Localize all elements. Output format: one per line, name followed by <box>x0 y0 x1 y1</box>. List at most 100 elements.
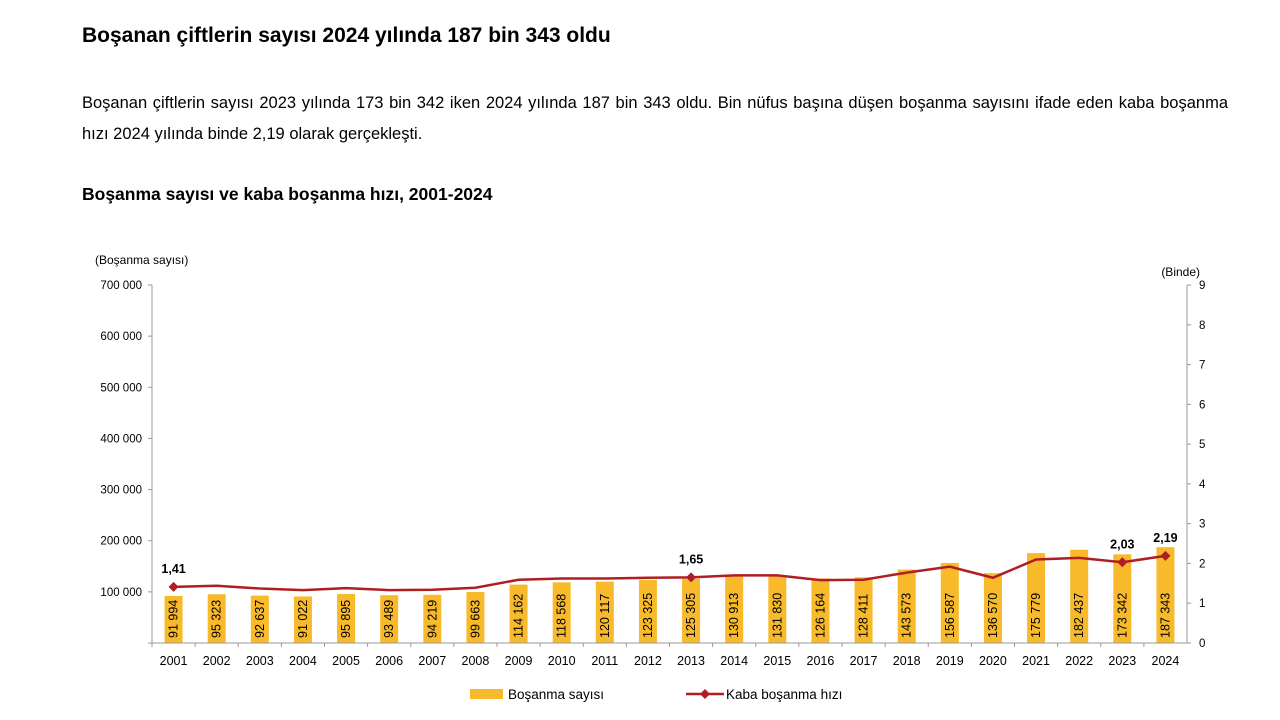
rate-marker <box>1117 557 1128 568</box>
right-tick-label: 9 <box>1199 280 1205 292</box>
bar <box>854 577 873 643</box>
left-tick-label: 200 000 <box>100 536 142 548</box>
bar-series <box>164 547 1175 643</box>
rate-annotation: 1,41 <box>161 562 185 576</box>
bar <box>1070 549 1089 643</box>
x-tick-label: 2007 <box>418 654 446 668</box>
bar-value-label: 114 162 <box>512 594 526 638</box>
x-axis: 2001 2002 2003 2004 2005 2006 2007 2008 2009 2010… <box>151 642 1187 668</box>
bar-value-label: 91 022 <box>296 600 310 638</box>
bar <box>638 579 657 643</box>
bar <box>811 578 830 643</box>
legend-line-label: Kaba boşanma hızı <box>726 687 842 702</box>
legend-bar-swatch <box>470 689 503 699</box>
legend-line-marker <box>700 689 710 699</box>
bar <box>466 592 485 643</box>
x-tick-label: 2013 <box>677 654 705 668</box>
bar-value-label: 123 325 <box>641 593 655 638</box>
headline: Boşanan çiftlerin sayısı 2024 yılında 18… <box>82 24 611 47</box>
bar-value-label: 131 830 <box>770 593 784 638</box>
rate-line <box>173 554 1166 592</box>
x-tick-label: 2010 <box>548 654 576 668</box>
rate-annotation: 1,65 <box>679 552 703 566</box>
right-tick-label: 3 <box>1199 519 1205 531</box>
bar-value-label: 187 343 <box>1158 593 1172 638</box>
right-tick-label: 8 <box>1199 320 1205 332</box>
bar-value-label: 93 489 <box>382 600 396 638</box>
x-tick-label: 2004 <box>289 654 317 668</box>
bar <box>1027 553 1046 643</box>
bar <box>293 596 312 643</box>
bar <box>164 595 183 643</box>
legend: Boşanma sayısı Kaba boşanma hızı <box>470 687 842 702</box>
x-tick-label: 2002 <box>203 654 231 668</box>
right-tick-label: 2 <box>1199 558 1205 570</box>
left-tick-label: 500 000 <box>100 382 142 394</box>
bar <box>983 573 1002 643</box>
bar-value-label: 118 568 <box>555 594 569 638</box>
x-tick-label: 2020 <box>979 654 1007 668</box>
bar <box>768 575 787 643</box>
line-annotations: 1,41 1,65 2,03 2,19 <box>161 531 1178 592</box>
x-tick-label: 2006 <box>375 654 403 668</box>
bar <box>423 594 442 643</box>
summary-paragraph: Boşanan çiftlerin sayısı 2023 yılında 17… <box>82 94 1228 143</box>
rate-annotation: 2,19 <box>1153 531 1177 545</box>
legend-bar-label: Boşanma sayısı <box>508 687 604 702</box>
left-axis: 100 000 200 000 300 000 400 000 500 000 600 0… <box>100 280 153 644</box>
rate-annotation: 2,03 <box>1110 537 1134 551</box>
x-tick-label: 2001 <box>160 654 188 668</box>
bar <box>1113 554 1132 643</box>
bar <box>1156 547 1175 643</box>
left-tick-label: 600 000 <box>100 331 142 343</box>
bar <box>380 595 399 643</box>
x-tick-label: 2024 <box>1152 654 1180 668</box>
left-tick-label: 700 000 <box>100 280 142 292</box>
x-tick-label: 2023 <box>1108 654 1136 668</box>
x-tick-label: 2009 <box>505 654 533 668</box>
x-tick-label: 2003 <box>246 654 274 668</box>
x-tick-label: 2011 <box>591 654 618 668</box>
chart-title: Boşanma sayısı ve kaba boşanma hızı, 200… <box>82 184 493 204</box>
bar-value-label: 95 895 <box>339 600 353 638</box>
bar-value-label: 143 573 <box>900 593 914 638</box>
left-tick-label: 300 000 <box>100 485 142 497</box>
line-series <box>173 554 1166 592</box>
bar <box>509 584 528 643</box>
bar <box>250 595 269 643</box>
bar-value-label: 130 913 <box>727 593 741 638</box>
bar-value-label: 156 587 <box>943 593 957 638</box>
right-axis-label: (Binde) <box>1161 265 1200 279</box>
bar <box>897 569 916 643</box>
bar-value-label: 126 164 <box>813 593 827 638</box>
x-tick-label: 2021 <box>1022 654 1050 668</box>
left-axis-label: (Boşanma sayısı) <box>95 253 188 267</box>
x-tick-label: 2017 <box>850 654 878 668</box>
right-tick-label: 4 <box>1199 479 1206 491</box>
right-tick-label: 0 <box>1199 638 1205 650</box>
bar <box>595 581 614 643</box>
bar <box>337 593 356 643</box>
bar <box>682 578 701 643</box>
bar <box>725 576 744 643</box>
bar <box>207 594 226 643</box>
right-tick-label: 6 <box>1199 399 1205 411</box>
bar-value-label: 92 637 <box>253 600 267 638</box>
x-tick-label: 2019 <box>936 654 964 668</box>
bar-value-label: 175 779 <box>1029 593 1043 638</box>
bar-value-label: 95 323 <box>210 600 224 638</box>
x-tick-label: 2012 <box>634 654 662 668</box>
bar-value-label: 99 663 <box>468 600 482 638</box>
bar-value-label: 91 994 <box>167 600 181 638</box>
bar-value-label: 120 117 <box>598 594 612 638</box>
x-tick-label: 2008 <box>462 654 490 668</box>
bar-value-label: 136 570 <box>986 593 1000 638</box>
right-tick-label: 7 <box>1199 360 1205 372</box>
rate-marker <box>686 572 697 583</box>
left-tick-label: 100 000 <box>100 587 142 599</box>
bar-value-label: 94 219 <box>425 600 439 638</box>
bar-value-label: 125 305 <box>684 593 698 638</box>
rate-marker <box>1160 550 1171 561</box>
rate-marker <box>168 581 179 592</box>
